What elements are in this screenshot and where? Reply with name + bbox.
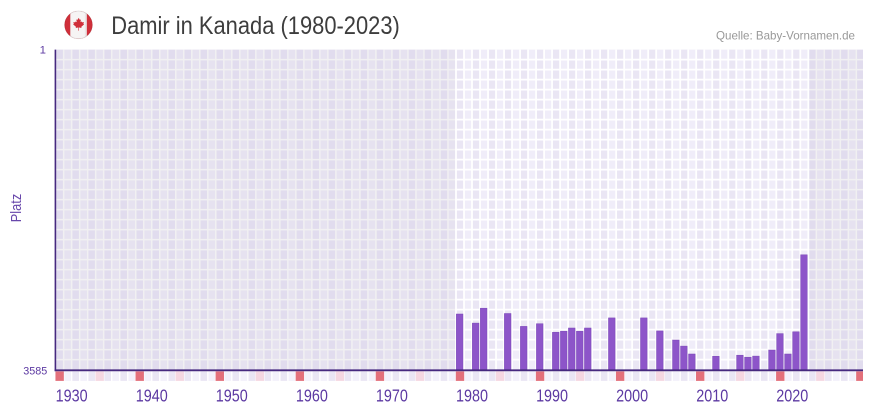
svg-text:2020: 2020: [776, 386, 808, 406]
svg-text:3585: 3585: [23, 365, 47, 377]
svg-text:Damir in Kanada (1980-2023): Damir in Kanada (1980-2023): [111, 12, 400, 40]
svg-text:Quelle: Baby-Vornamen.de: Quelle: Baby-Vornamen.de: [716, 28, 855, 42]
svg-text:1980: 1980: [456, 386, 488, 406]
svg-text:1940: 1940: [136, 386, 168, 406]
svg-text:Platz: Platz: [8, 194, 25, 223]
svg-text:2010: 2010: [696, 386, 728, 406]
svg-text:1930: 1930: [56, 386, 88, 406]
svg-text:1960: 1960: [296, 386, 328, 406]
svg-text:1970: 1970: [376, 386, 408, 406]
svg-text:1990: 1990: [536, 386, 568, 406]
svg-text:1950: 1950: [216, 386, 248, 406]
svg-text:1: 1: [40, 45, 46, 57]
svg-text:2000: 2000: [616, 386, 648, 406]
